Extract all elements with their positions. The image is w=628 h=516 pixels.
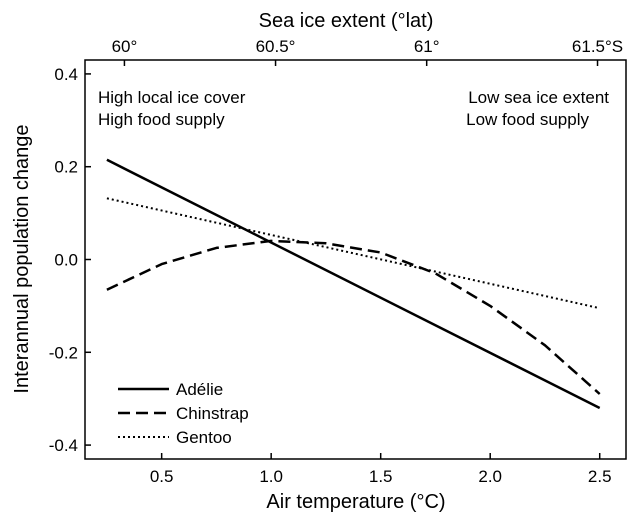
x-tick-label: 1.5 [369,467,393,486]
x-axis-title: Air temperature (°C) [266,491,445,513]
legend-label-chinstrap: Chinstrap [176,404,249,423]
series-line-adlie [106,158,601,410]
x-tick-label: 0.5 [150,467,174,486]
series-line-chinstrap [106,239,601,395]
legend: Adélie Chinstrap Gentoo [118,380,249,447]
y-tick-label: -0.2 [49,343,78,362]
top-axis-title: Sea ice extent (°lat) [259,10,434,32]
x-tick-label: 1.0 [259,467,283,486]
top-tick-label: 61.5°S [572,37,623,56]
y-tick-label: 0.0 [54,251,78,270]
y-tick-label: 0.4 [54,65,78,84]
top-tick-label: 60.5° [256,37,296,56]
y-tick-label: -0.4 [49,436,78,455]
top-axis-ticks: 60° 60.5° 61° 61.5°S [112,37,623,66]
y-axis-ticks: -0.4 -0.2 0.0 0.2 0.4 [49,65,91,455]
top-tick-label: 60° [112,37,138,56]
legend-label-gentoo: Gentoo [176,428,232,447]
y-tick-label: 0.2 [54,158,78,177]
series-line-gentoo [106,197,600,310]
x-tick-label: 2.0 [478,467,502,486]
y-axis-title: Interannual population change [11,124,33,393]
annotation-right-line2: Low food supply [466,110,589,129]
annotation-left-line2: High food supply [98,110,225,129]
series-layer [106,158,601,410]
legend-label-adelie: Adélie [176,380,223,399]
annotation-left-line1: High local ice cover [98,88,246,107]
x-tick-label: 2.5 [588,467,612,486]
top-tick-label: 61° [414,37,440,56]
x-axis-ticks: 0.5 1.0 1.5 2.0 2.5 [150,453,612,486]
annotation-right-line1: Low sea ice extent [468,88,609,107]
